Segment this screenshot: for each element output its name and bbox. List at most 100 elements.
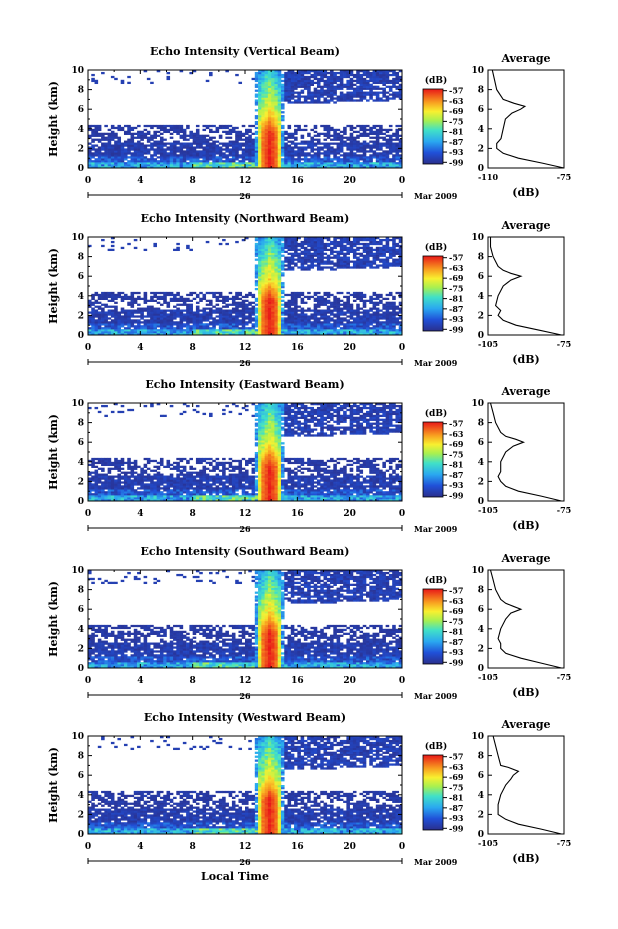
heatmap-cell [343,73,347,77]
heatmap-cell [146,323,151,326]
heatmap-cell [101,317,105,320]
heatmap-cell [375,75,380,79]
heatmap-cell [398,244,403,248]
heatmap-cell [101,138,105,141]
heatmap-cell [320,77,324,81]
heatmap-cell [117,142,122,145]
average-frame [487,236,565,336]
heatmap-cell [215,128,220,132]
heatmap-cell [352,266,357,269]
heatmap-cell [395,319,400,322]
heatmap-cell [294,130,298,134]
heatmap-cell [349,246,354,250]
heatmap-cell [140,311,144,314]
heatmap-cell [235,150,239,153]
heatmap-cell [343,130,347,134]
heatmap-cell [222,297,226,301]
heatmap-cell [310,70,314,73]
heatmap-cell [192,134,197,137]
heatmap-cell [182,309,187,312]
heatmap-cell [176,150,180,153]
heatmap-cell [300,244,305,248]
heatmap-cell [245,158,249,161]
heatmap-cell [163,313,167,316]
heatmap-cell [218,124,223,128]
heatmap-cell [336,252,341,255]
heatmap-cell [356,164,360,167]
heatmap-cell [343,307,347,310]
heatmap-cell [366,323,370,326]
heatmap-cell [382,81,386,85]
heatmap-cell [123,150,128,153]
heatmap-cell [366,83,370,86]
heatmap-cell [307,160,311,163]
heatmap-cell [186,126,190,130]
heatmap-cell [231,331,236,334]
heatmap-cell [310,248,314,252]
heatmap-cell [398,264,403,267]
heatmap-cell [352,154,357,157]
heatmap-cell [101,327,105,330]
heatmap-cell [336,258,341,261]
heatmap-cell [395,87,400,90]
heatmap-cell [264,244,269,248]
heatmap-cell [271,83,275,86]
heatmap-cell [313,148,318,151]
heatmap-cell [379,160,383,163]
heatmap-cell [398,85,403,88]
heatmap-cell [346,238,350,242]
heatmap-cell [264,111,269,114]
heatmap-cell [388,140,393,143]
heatmap-cell [258,260,262,263]
heatmap-cell [303,81,308,85]
heatmap-cell [91,293,95,297]
heatmap-cell [166,166,171,169]
heatmap-cell [320,242,324,246]
heatmap-cell [382,248,386,252]
heatmap-cell [395,75,400,79]
heatmap-cell [225,142,229,145]
heatmap-cell [267,166,272,169]
heatmap-cell [274,97,279,100]
heatmap-cell [153,309,157,312]
heatmap-cell [107,325,112,328]
heatmap-cell [245,128,249,132]
heatmap-cell [254,73,259,77]
heatmap-cell [163,156,167,159]
heatmap-cell [245,237,249,240]
heatmap-cell [133,325,138,328]
heatmap-cell [264,299,269,302]
heatmap-cell [156,162,161,165]
heatmap-cell [271,256,275,259]
heatmap-cell [307,132,311,135]
heatmap-cell [395,250,400,253]
heatmap-cell [97,132,102,135]
heatmap-cell [245,331,249,334]
heatmap-cell [320,331,324,334]
heatmap-cell [205,327,210,330]
heatmap-cell [366,264,370,267]
heatmap-cell [313,254,318,257]
heatmap-cell [346,303,350,306]
heatmap-cell [372,85,377,88]
heatmap-cell [395,146,400,149]
heatmap-cell [284,83,288,86]
heatmap-cell [153,317,157,320]
heatmap-cell [218,331,223,334]
heatmap-cell [366,164,370,167]
heatmap-cell [326,254,331,257]
heatmap-cell [375,97,380,100]
heatmap-cell [264,93,269,96]
heatmap-cell [336,77,341,81]
heatmap-cell [192,142,197,145]
heatmap-cell [127,319,131,322]
average-x-tick-label: -75 [557,172,571,182]
heatmap-cell [392,158,396,161]
heatmap-cell [202,158,207,161]
heatmap-cell [156,321,161,324]
heatmap-cell [156,130,161,134]
heatmap-cell [330,128,334,132]
heatmap-cell [385,134,390,137]
heatmap-cell [231,317,236,320]
heatmap-cell [310,138,314,141]
